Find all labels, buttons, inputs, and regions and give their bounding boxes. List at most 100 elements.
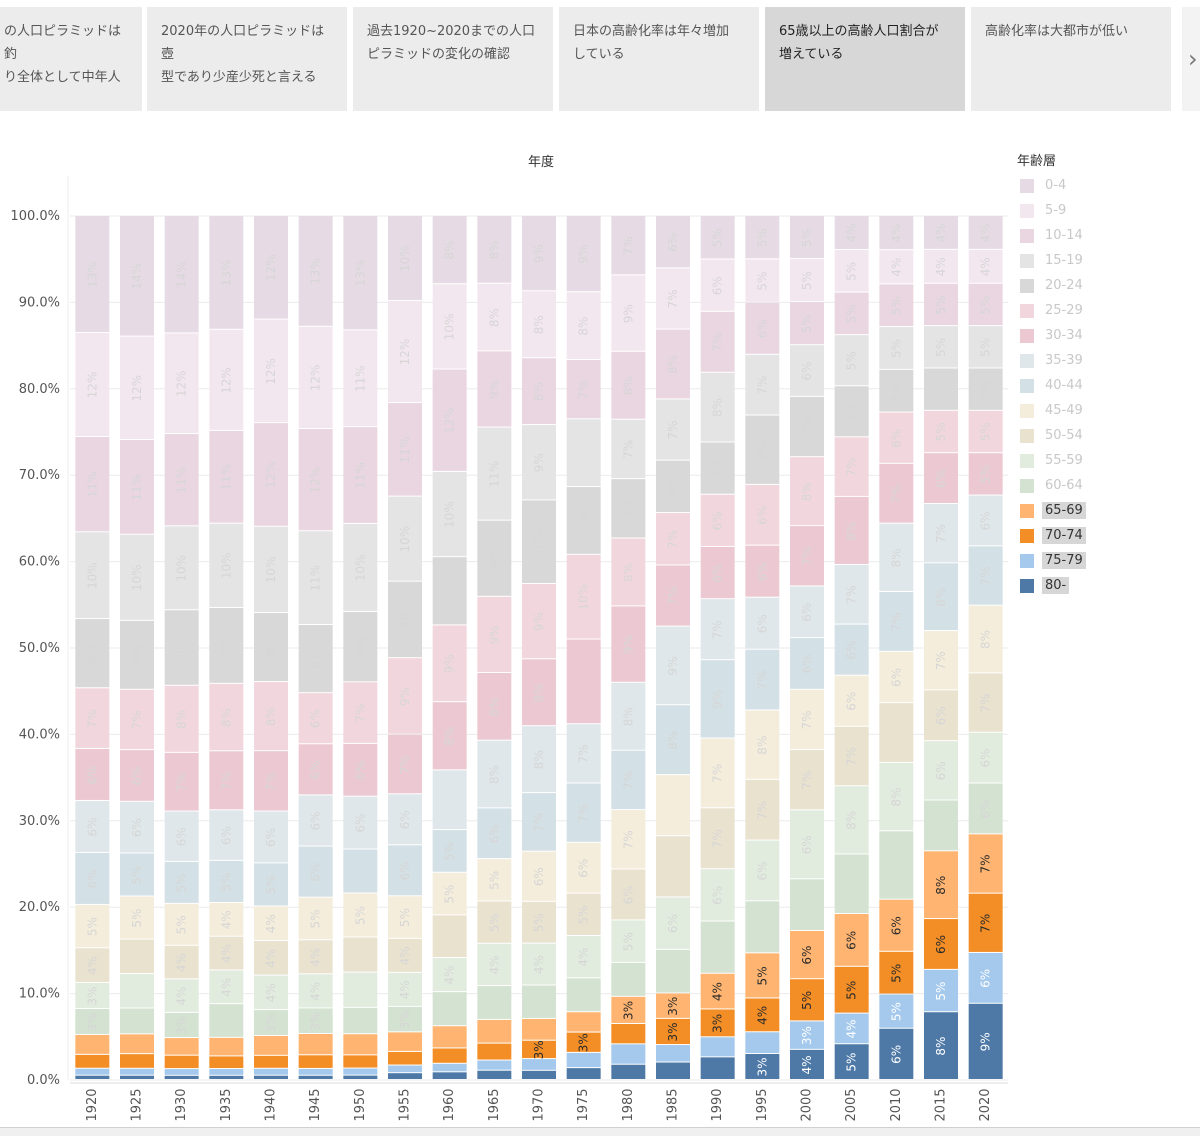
- data-label: 6%: [755, 861, 769, 880]
- legend-item-65-69[interactable]: 65-69: [1012, 498, 1102, 523]
- y-tick-label: 80.0%: [19, 382, 60, 397]
- data-label: 10%: [353, 555, 367, 582]
- legend-item-10-14[interactable]: 10-14: [1012, 223, 1102, 248]
- bar-segment-40-44: [700, 660, 735, 738]
- legend-item-70-74[interactable]: 70-74: [1012, 523, 1102, 548]
- legend-item-45-49[interactable]: 45-49: [1012, 398, 1102, 423]
- bar-segment-70-74: [388, 1051, 422, 1065]
- bar-segment-45-49: [120, 896, 154, 939]
- bar-segment-35-39: [343, 796, 378, 849]
- x-tick-label: 2010: [889, 1088, 904, 1121]
- data-label: 6%: [934, 706, 948, 725]
- y-tick-label: 70.0%: [19, 468, 60, 483]
- bar-segment-65-69: [432, 1026, 467, 1048]
- data-label: 4%: [755, 1006, 769, 1025]
- legend-item-55-59[interactable]: 55-59: [1012, 448, 1102, 473]
- legend-item-5-9[interactable]: 5-9: [1012, 198, 1102, 223]
- bar-segment-55-59: [343, 972, 378, 1007]
- bar-segment-60-64: [611, 962, 646, 996]
- legend-item-50-54[interactable]: 50-54: [1012, 423, 1102, 448]
- bar-segment-5-9: [968, 249, 1003, 283]
- data-label: 12%: [264, 462, 278, 489]
- x-tick-label: 1940: [264, 1088, 279, 1121]
- bar-segment-35-39: [656, 626, 690, 705]
- bar-segment-60-64: [343, 1007, 378, 1034]
- legend-item-40-44[interactable]: 40-44: [1012, 373, 1102, 398]
- bar-segment-10-14: [790, 302, 824, 345]
- data-label: 5%: [979, 380, 993, 399]
- bar-segment-75-79: [343, 1068, 378, 1075]
- data-label: 6%: [934, 469, 948, 488]
- data-label: 6%: [309, 863, 323, 882]
- legend-item-30-34[interactable]: 30-34: [1012, 323, 1102, 348]
- data-label: 4%: [889, 224, 903, 243]
- legend-swatch: [1020, 278, 1034, 293]
- story-point-5[interactable]: 65歳以上の高齢人口割合が 増えている: [765, 7, 965, 111]
- data-label: 8%: [309, 650, 323, 669]
- data-label: 11%: [353, 462, 367, 489]
- legend-item-75-79[interactable]: 75-79: [1012, 548, 1102, 573]
- bar-segment-20-24: [566, 487, 601, 554]
- bar-segment-10-14: [611, 351, 646, 419]
- stacked-bar-chart: 0.0% 10.0% 20.0% 30.0% 40.0% 50.0% 60.0% 70.0% 8…: [10, 176, 1008, 1122]
- story-next-button[interactable]: ›: [1182, 7, 1200, 111]
- legend-item-25-29[interactable]: 25-29: [1012, 298, 1102, 323]
- bar-segment-75-79: [388, 1065, 422, 1073]
- story-point-3[interactable]: 過去1920~2020までの人口 ピラミッドの変化の確認: [353, 7, 553, 111]
- legend-label: 0-4: [1045, 178, 1067, 193]
- bar-segment-50-54: [700, 808, 735, 869]
- legend-item-80-[interactable]: 80-: [1012, 573, 1102, 598]
- data-label: 3%: [85, 1012, 99, 1031]
- bar-segment-10-14: [745, 302, 780, 354]
- bar-segment-0-4: [566, 216, 601, 292]
- x-tick-label: 2005: [844, 1088, 859, 1121]
- legend-item-60-64[interactable]: 60-64: [1012, 473, 1102, 498]
- x-tick-label: 2020: [978, 1088, 993, 1121]
- bar-segment-15-19: [209, 523, 244, 607]
- bar-segment-45-49: [700, 738, 735, 808]
- data-label: 4%: [889, 258, 903, 277]
- data-label: 5%: [934, 380, 948, 399]
- data-label: 8%: [755, 441, 769, 460]
- bar-segment-5-9: [566, 292, 601, 359]
- bar-segment-75-79: [700, 1037, 735, 1057]
- bar-segment-5-9: [209, 329, 244, 430]
- legend-item-20-24[interactable]: 20-24: [1012, 273, 1102, 298]
- data-label: 8%: [175, 710, 189, 729]
- bar-segment-65-69: [834, 914, 869, 966]
- story-point-1[interactable]: の人口ピラミッドは釣 り全体として中年人: [0, 7, 142, 111]
- data-label: 5%: [845, 304, 859, 323]
- legend-item-35-39[interactable]: 35-39: [1012, 348, 1102, 373]
- bar-segment-10-14: [477, 351, 512, 427]
- data-label: 4%: [175, 953, 189, 972]
- data-label: 4%: [175, 987, 189, 1006]
- data-label: 10%: [130, 564, 144, 591]
- data-label: 7%: [621, 830, 635, 849]
- bar-segment-10-14: [164, 434, 199, 526]
- data-label: 5%: [800, 314, 814, 333]
- bar-segment-55-59: [209, 970, 244, 1004]
- bar-segment-10-14: [120, 439, 154, 534]
- data-label: 5%: [845, 351, 859, 370]
- data-label: 8%: [85, 644, 99, 663]
- bar-segment-70-74: [566, 1032, 601, 1052]
- bar-segment-80-: [611, 1064, 646, 1079]
- legend-item-0-4[interactable]: 0-4: [1012, 173, 1102, 198]
- story-point-6[interactable]: 高齢化率は大都市が低い: [971, 7, 1171, 111]
- data-label: 5%: [487, 871, 501, 890]
- bar-segment-25-29: [611, 538, 646, 606]
- data-label: 6%: [889, 1045, 903, 1064]
- story-point-4[interactable]: 日本の高齢化率は年々増加 している: [559, 7, 759, 111]
- bar-segment-75-79: [298, 1068, 333, 1075]
- x-tick-label: 2015: [934, 1088, 949, 1121]
- data-label: 8%: [666, 355, 680, 374]
- bar-segment-15-19: [834, 335, 869, 386]
- horizontal-scrollbar[interactable]: [0, 1127, 1200, 1136]
- legend-item-15-19[interactable]: 15-19: [1012, 248, 1102, 273]
- x-tick-label: 1930: [174, 1088, 189, 1121]
- bar-segment-10-14: [656, 329, 690, 399]
- bar-segment-70-74: [834, 966, 869, 1013]
- story-point-2[interactable]: 2020年の人口ピラミッドは壺 型であり少産少死と言える: [147, 7, 347, 111]
- bar-segment-0-4: [924, 216, 958, 249]
- bar-segment-0-4: [745, 216, 780, 259]
